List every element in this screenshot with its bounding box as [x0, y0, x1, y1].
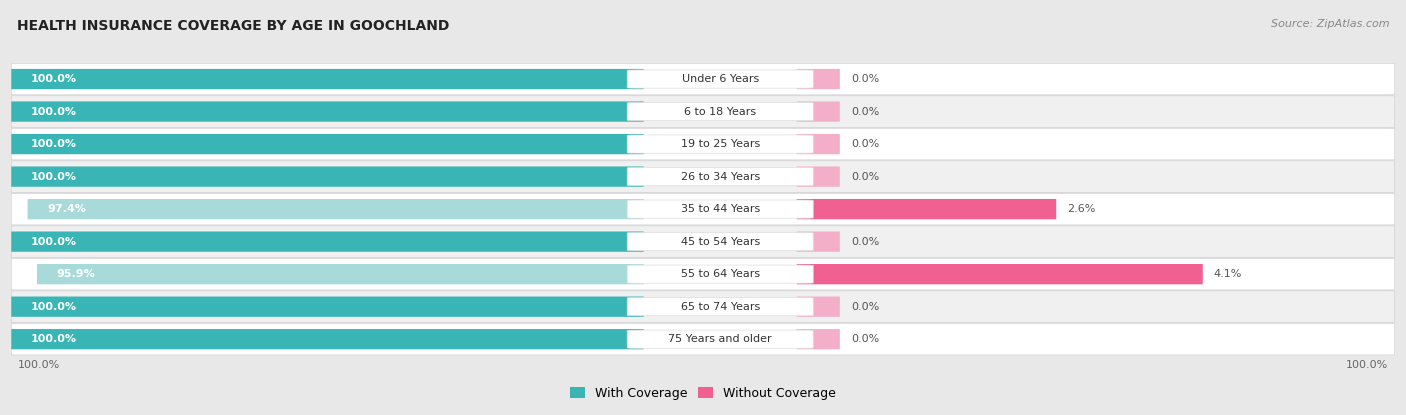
Text: Source: ZipAtlas.com: Source: ZipAtlas.com [1271, 19, 1389, 29]
FancyBboxPatch shape [627, 200, 813, 218]
Text: Under 6 Years: Under 6 Years [682, 74, 759, 84]
Text: 4.1%: 4.1% [1213, 269, 1241, 279]
Text: 100.0%: 100.0% [31, 237, 76, 247]
FancyBboxPatch shape [11, 259, 1395, 290]
Text: 100.0%: 100.0% [31, 334, 76, 344]
Text: HEALTH INSURANCE COVERAGE BY AGE IN GOOCHLAND: HEALTH INSURANCE COVERAGE BY AGE IN GOOC… [17, 19, 450, 33]
Text: 6 to 18 Years: 6 to 18 Years [685, 107, 756, 117]
FancyBboxPatch shape [11, 161, 1395, 193]
Text: 100.0%: 100.0% [18, 359, 60, 369]
FancyBboxPatch shape [627, 168, 813, 186]
Text: 19 to 25 Years: 19 to 25 Years [681, 139, 759, 149]
FancyBboxPatch shape [11, 297, 644, 317]
Text: 75 Years and older: 75 Years and older [668, 334, 772, 344]
FancyBboxPatch shape [28, 199, 644, 219]
Text: 65 to 74 Years: 65 to 74 Years [681, 302, 759, 312]
FancyBboxPatch shape [11, 69, 644, 89]
FancyBboxPatch shape [797, 329, 839, 349]
Text: 2.6%: 2.6% [1067, 204, 1095, 214]
FancyBboxPatch shape [627, 298, 813, 316]
FancyBboxPatch shape [797, 199, 1056, 219]
FancyBboxPatch shape [797, 166, 839, 187]
Text: 100.0%: 100.0% [31, 302, 76, 312]
FancyBboxPatch shape [797, 264, 1202, 284]
Text: 45 to 54 Years: 45 to 54 Years [681, 237, 759, 247]
Text: 100.0%: 100.0% [1346, 359, 1388, 369]
Text: 100.0%: 100.0% [31, 139, 76, 149]
Text: 0.0%: 0.0% [851, 334, 879, 344]
Text: 97.4%: 97.4% [46, 204, 86, 214]
FancyBboxPatch shape [11, 291, 1395, 322]
Text: 100.0%: 100.0% [31, 172, 76, 182]
Text: 55 to 64 Years: 55 to 64 Years [681, 269, 759, 279]
FancyBboxPatch shape [11, 166, 644, 187]
Text: 0.0%: 0.0% [851, 237, 879, 247]
FancyBboxPatch shape [797, 232, 839, 252]
Text: 0.0%: 0.0% [851, 302, 879, 312]
FancyBboxPatch shape [797, 101, 839, 122]
Legend: With Coverage, Without Coverage: With Coverage, Without Coverage [571, 387, 835, 400]
FancyBboxPatch shape [627, 232, 813, 251]
FancyBboxPatch shape [627, 135, 813, 153]
FancyBboxPatch shape [11, 63, 1395, 95]
FancyBboxPatch shape [627, 330, 813, 348]
FancyBboxPatch shape [11, 96, 1395, 127]
FancyBboxPatch shape [797, 297, 839, 317]
Text: 100.0%: 100.0% [31, 107, 76, 117]
FancyBboxPatch shape [11, 101, 644, 122]
Text: 0.0%: 0.0% [851, 107, 879, 117]
FancyBboxPatch shape [11, 134, 644, 154]
FancyBboxPatch shape [627, 265, 813, 283]
FancyBboxPatch shape [627, 70, 813, 88]
FancyBboxPatch shape [37, 264, 644, 284]
Text: 0.0%: 0.0% [851, 74, 879, 84]
FancyBboxPatch shape [11, 193, 1395, 225]
FancyBboxPatch shape [11, 329, 644, 349]
Text: 100.0%: 100.0% [31, 74, 76, 84]
FancyBboxPatch shape [627, 103, 813, 121]
FancyBboxPatch shape [11, 226, 1395, 257]
Text: 95.9%: 95.9% [56, 269, 96, 279]
FancyBboxPatch shape [797, 134, 839, 154]
Text: 0.0%: 0.0% [851, 139, 879, 149]
FancyBboxPatch shape [11, 323, 1395, 355]
Text: 35 to 44 Years: 35 to 44 Years [681, 204, 759, 214]
FancyBboxPatch shape [11, 128, 1395, 160]
FancyBboxPatch shape [11, 232, 644, 252]
Text: 26 to 34 Years: 26 to 34 Years [681, 172, 759, 182]
FancyBboxPatch shape [797, 69, 839, 89]
Text: 0.0%: 0.0% [851, 172, 879, 182]
